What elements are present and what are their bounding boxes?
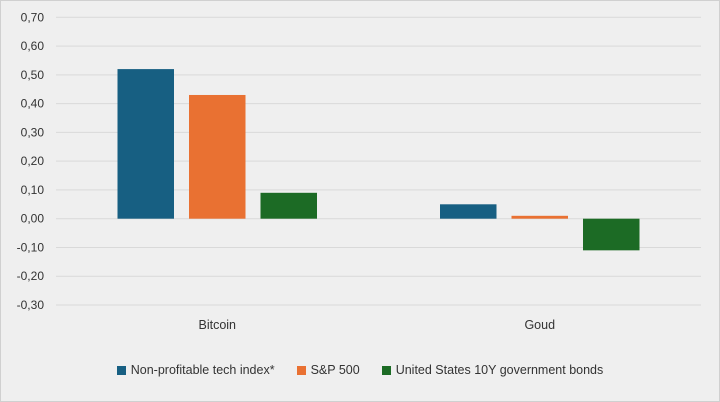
y-tick-label: -0,10 (17, 240, 45, 254)
legend-swatch (381, 365, 391, 375)
legend-swatch (296, 365, 306, 375)
legend-label: S&P 500 (310, 363, 360, 377)
bar-bitcoin-1 (189, 94, 246, 219)
y-tick-label: 0,60 (21, 39, 45, 53)
y-tick-label: -0,20 (17, 269, 45, 283)
legend-item: S&P 500 (296, 363, 360, 377)
y-tick-label: 0,20 (21, 154, 45, 168)
y-tick-label: 0,30 (21, 125, 45, 139)
legend-item: Non-profitable tech index* (116, 363, 275, 377)
bar-goud-1 (511, 215, 568, 219)
legend-label: Non-profitable tech index* (130, 363, 275, 377)
y-tick-label: 0,70 (21, 10, 45, 24)
y-tick-label: 0,00 (21, 212, 45, 226)
bar-bitcoin-0 (117, 69, 174, 219)
y-tick-label: 0,10 (21, 183, 45, 197)
legend: Non-profitable tech index* S&P 500 United … (0, 363, 720, 377)
bar-goud-2 (583, 218, 640, 251)
x-category-label: Goud (524, 318, 555, 332)
legend-label: United States 10Y government bonds (395, 363, 604, 377)
y-tick-label: 0,50 (21, 68, 45, 82)
legend-swatch (116, 365, 126, 375)
y-tick-label: 0,40 (21, 97, 45, 111)
legend-item: United States 10Y government bonds (381, 363, 604, 377)
x-category-label: Bitcoin (198, 318, 236, 332)
bar-goud-0 (440, 204, 497, 219)
y-tick-label: -0,30 (17, 298, 45, 312)
bar-bitcoin-2 (260, 192, 317, 219)
